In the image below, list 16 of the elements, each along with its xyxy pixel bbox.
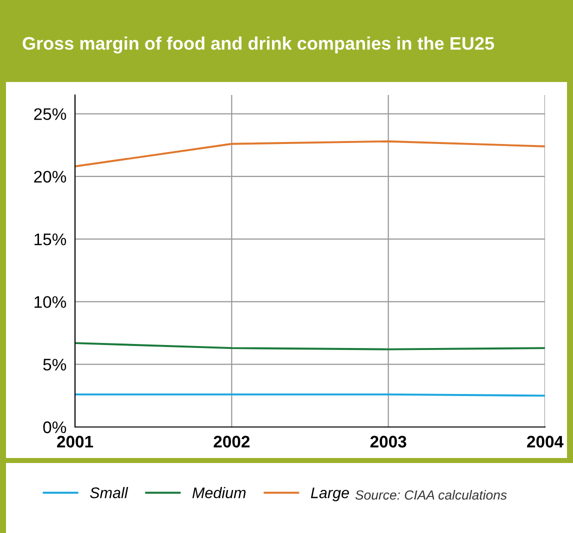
legend-label: Medium	[192, 487, 246, 498]
legend-label: Large	[310, 488, 349, 502]
y-tick-label: 15%	[34, 234, 66, 246]
y-tick-label: 0%	[43, 421, 66, 434]
x-tick-label: 2004	[527, 436, 564, 448]
x-tick-label: 2002	[214, 436, 250, 448]
y-tick-label: 10%	[34, 296, 66, 308]
y-tick-label: 25%	[34, 108, 66, 120]
chart-title: Gross margin of food and drink companies in the EU25	[22, 36, 494, 54]
x-tick-label: 2001	[57, 436, 94, 448]
y-tick-label: 5%	[43, 358, 66, 371]
legend-label: Small	[90, 487, 128, 498]
source-note: Source: CIAA calculations	[355, 490, 507, 500]
x-tick-label: 2003	[370, 436, 406, 448]
y-tick-label: 20%	[34, 170, 66, 183]
line-series	[75, 140, 545, 168]
